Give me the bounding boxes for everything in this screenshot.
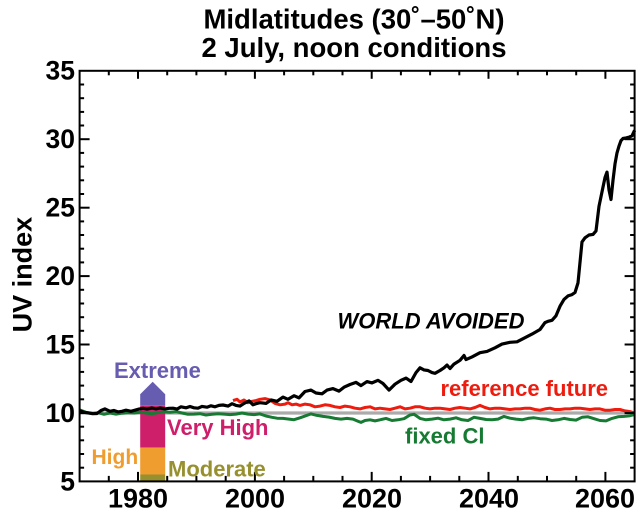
svg-text:UV index: UV index: [8, 217, 38, 333]
svg-text:2020: 2020: [342, 483, 402, 513]
svg-text:25: 25: [46, 193, 75, 223]
svg-text:15: 15: [46, 329, 75, 359]
svg-text:5: 5: [60, 466, 75, 496]
svg-text:Very High: Very High: [167, 415, 268, 440]
svg-text:reference future: reference future: [441, 376, 609, 401]
svg-text:2040: 2040: [459, 483, 519, 513]
svg-text:Extreme: Extreme: [114, 358, 201, 383]
svg-text:WORLD AVOIDED: WORLD AVOIDED: [338, 309, 525, 334]
svg-text:20: 20: [46, 261, 75, 291]
svg-text:Midlatitudes (30˚–50˚N): Midlatitudes (30˚–50˚N): [203, 4, 504, 35]
svg-text:30: 30: [46, 124, 75, 154]
svg-text:10: 10: [46, 398, 75, 428]
svg-text:2000: 2000: [225, 483, 285, 513]
svg-text:Moderate: Moderate: [168, 456, 266, 481]
svg-text:High: High: [92, 446, 139, 469]
svg-text:1980: 1980: [108, 483, 168, 513]
svg-text:fixed Cl: fixed Cl: [405, 423, 484, 448]
svg-text:2060: 2060: [575, 483, 635, 513]
svg-text:35: 35: [46, 56, 75, 86]
svg-text:2 July, noon conditions: 2 July, noon conditions: [201, 32, 506, 63]
